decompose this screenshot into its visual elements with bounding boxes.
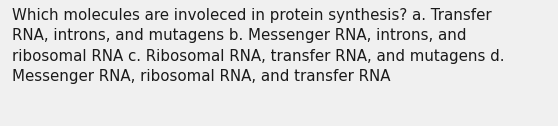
Text: Which molecules are involeced in protein synthesis? a. Transfer
RNA, introns, an: Which molecules are involeced in protein… [12, 8, 504, 84]
